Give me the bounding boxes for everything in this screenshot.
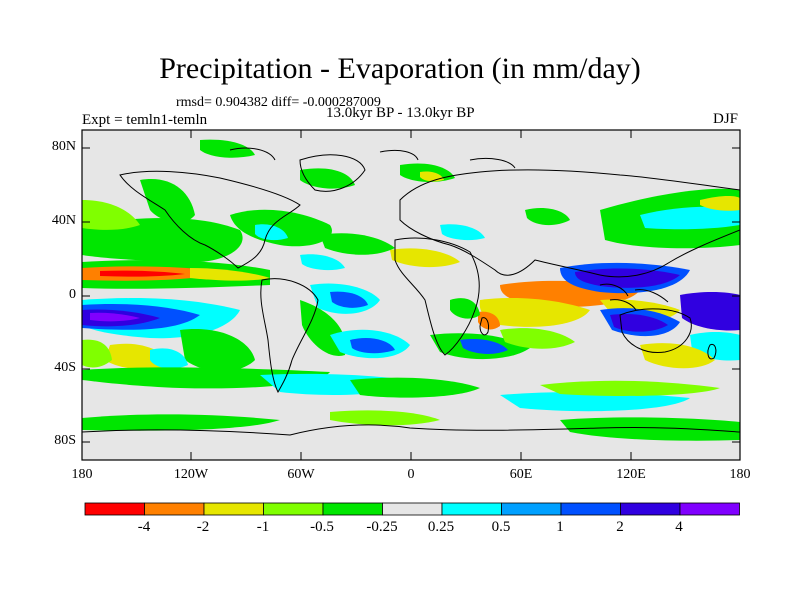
coast-new-zealand	[707, 343, 717, 360]
field-lightgreen	[540, 380, 720, 396]
colorbar	[84, 502, 740, 516]
lon-label: 60E	[509, 467, 533, 482]
colorbar-swatch	[501, 502, 562, 516]
field-yellow	[479, 298, 590, 327]
pe-field	[82, 139, 740, 441]
field-green	[300, 168, 355, 189]
coast-south-america	[260, 278, 319, 394]
lon-label: 180	[71, 467, 93, 482]
coast-maritime	[599, 283, 669, 311]
field-blue	[460, 339, 508, 354]
colorbar-label: -4	[137, 519, 151, 535]
lat-label: 80S	[54, 433, 76, 448]
colorbar-label: -2	[196, 519, 210, 535]
coast-antarctica	[82, 424, 740, 436]
field-green	[82, 414, 280, 431]
stats-text: rmsd= 0.904382 diff= -0.000287009	[176, 95, 381, 110]
lon-label: 60W	[287, 467, 315, 482]
field-blue	[350, 338, 395, 354]
field-green	[180, 329, 255, 372]
colorbar-label: -1	[256, 519, 270, 535]
colorbar-label: 0.5	[491, 519, 511, 535]
colorbar-swatch	[84, 502, 145, 516]
lon-label: 180	[729, 467, 751, 482]
field-yellow	[190, 268, 270, 281]
field-green	[525, 208, 570, 226]
colorbar-swatch	[441, 502, 502, 516]
coast-africa	[394, 237, 480, 356]
field-green	[82, 367, 330, 389]
map-title: Precipitation - Evaporation (in mm/day)	[159, 52, 641, 85]
field-navy	[575, 268, 680, 288]
period-label: 13.0kyr BP - 13.0kyr BP	[326, 105, 475, 121]
field-blue	[330, 291, 368, 308]
coast-madagascar	[479, 317, 489, 336]
field-navy	[610, 314, 668, 332]
field-cyan	[640, 206, 740, 230]
lon-label: 0	[407, 467, 415, 482]
lat-label: 0	[69, 287, 76, 302]
field-lightgreen	[500, 328, 575, 349]
colorbar-swatch	[144, 502, 205, 516]
field-green	[82, 218, 243, 262]
field-green	[140, 179, 195, 223]
field-green	[560, 417, 740, 441]
colorbar-label: 2	[616, 519, 624, 535]
colorbar-swatch	[679, 502, 740, 516]
field-cyan	[150, 348, 188, 369]
season-label: DJF	[712, 111, 738, 127]
field-cyan	[500, 392, 690, 412]
field-cyan	[255, 224, 288, 241]
field-green	[350, 377, 480, 398]
lon-label: 120W	[173, 467, 209, 482]
colorbar-label: -0.5	[310, 519, 334, 535]
lat-label: 40S	[54, 360, 76, 375]
experiment-label: Expt = temln1-temln	[82, 112, 208, 128]
field-red	[100, 270, 185, 277]
colorbar-label: 0.25	[427, 519, 455, 535]
field-cyan	[300, 254, 345, 271]
field-orange	[478, 311, 500, 330]
colorbar-label: -0.25	[366, 519, 398, 535]
colorbar-swatch	[620, 502, 681, 516]
colorbar-swatch	[560, 502, 621, 516]
field-violet	[90, 312, 140, 322]
coast-europe-asia	[399, 169, 740, 278]
field-cyan	[440, 224, 485, 241]
map-ticks	[82, 130, 740, 460]
colorbar-swatch	[203, 502, 264, 516]
field-lightgreen	[82, 339, 112, 368]
coast-arctic-islands	[229, 147, 516, 169]
lat-label: 80N	[51, 139, 76, 154]
lon-label: 120E	[616, 467, 646, 482]
field-lightgreen	[82, 200, 140, 230]
colorbar-swatch	[382, 502, 443, 516]
field-yellow	[390, 248, 460, 268]
colorbar-swatch	[322, 502, 383, 516]
colorbar-swatch	[263, 502, 324, 516]
coast-australia	[619, 308, 692, 354]
coast-greenland	[299, 154, 366, 192]
colorbar-label: 1	[556, 519, 564, 535]
field-green	[320, 233, 395, 255]
coastlines	[82, 147, 740, 436]
field-green	[230, 209, 332, 247]
coast-north-america	[119, 170, 301, 269]
field-green	[200, 139, 255, 158]
field-lightgreen	[330, 410, 440, 426]
field-green	[450, 298, 480, 319]
field-navy	[680, 291, 740, 331]
colorbar-label: 4	[675, 519, 683, 535]
lat-label: 40N	[51, 213, 76, 228]
field-yellow	[640, 343, 715, 369]
field-yellow	[700, 195, 740, 211]
